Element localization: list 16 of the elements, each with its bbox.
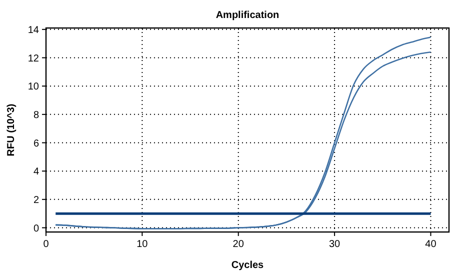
y-tick-label: 6 — [33, 138, 40, 150]
y-tick-label: 2 — [33, 194, 40, 206]
x-tick-label: 30 — [328, 239, 341, 250]
y-axis-title: RFU (10^3) — [6, 104, 17, 156]
x-tick-label: 0 — [43, 239, 50, 250]
y-tick-label: 4 — [33, 166, 40, 178]
chart-title: Amplification — [216, 10, 280, 21]
y-tick-label: 14 — [28, 24, 40, 36]
y-tick-label: 12 — [28, 53, 40, 64]
x-tick-label: 20 — [232, 239, 244, 250]
x-axis-title: Cycles — [231, 260, 264, 271]
y-tick-label: 8 — [33, 110, 40, 121]
x-tick-label: 10 — [136, 239, 148, 250]
y-tick-label: 0 — [33, 223, 40, 234]
y-tick-label: 10 — [28, 82, 40, 93]
x-tick-label: 40 — [425, 239, 437, 250]
